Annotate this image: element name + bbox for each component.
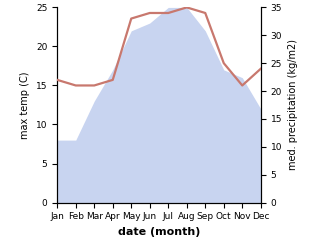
Y-axis label: max temp (C): max temp (C) (20, 71, 31, 139)
Y-axis label: med. precipitation (kg/m2): med. precipitation (kg/m2) (287, 40, 298, 170)
X-axis label: date (month): date (month) (118, 227, 200, 237)
